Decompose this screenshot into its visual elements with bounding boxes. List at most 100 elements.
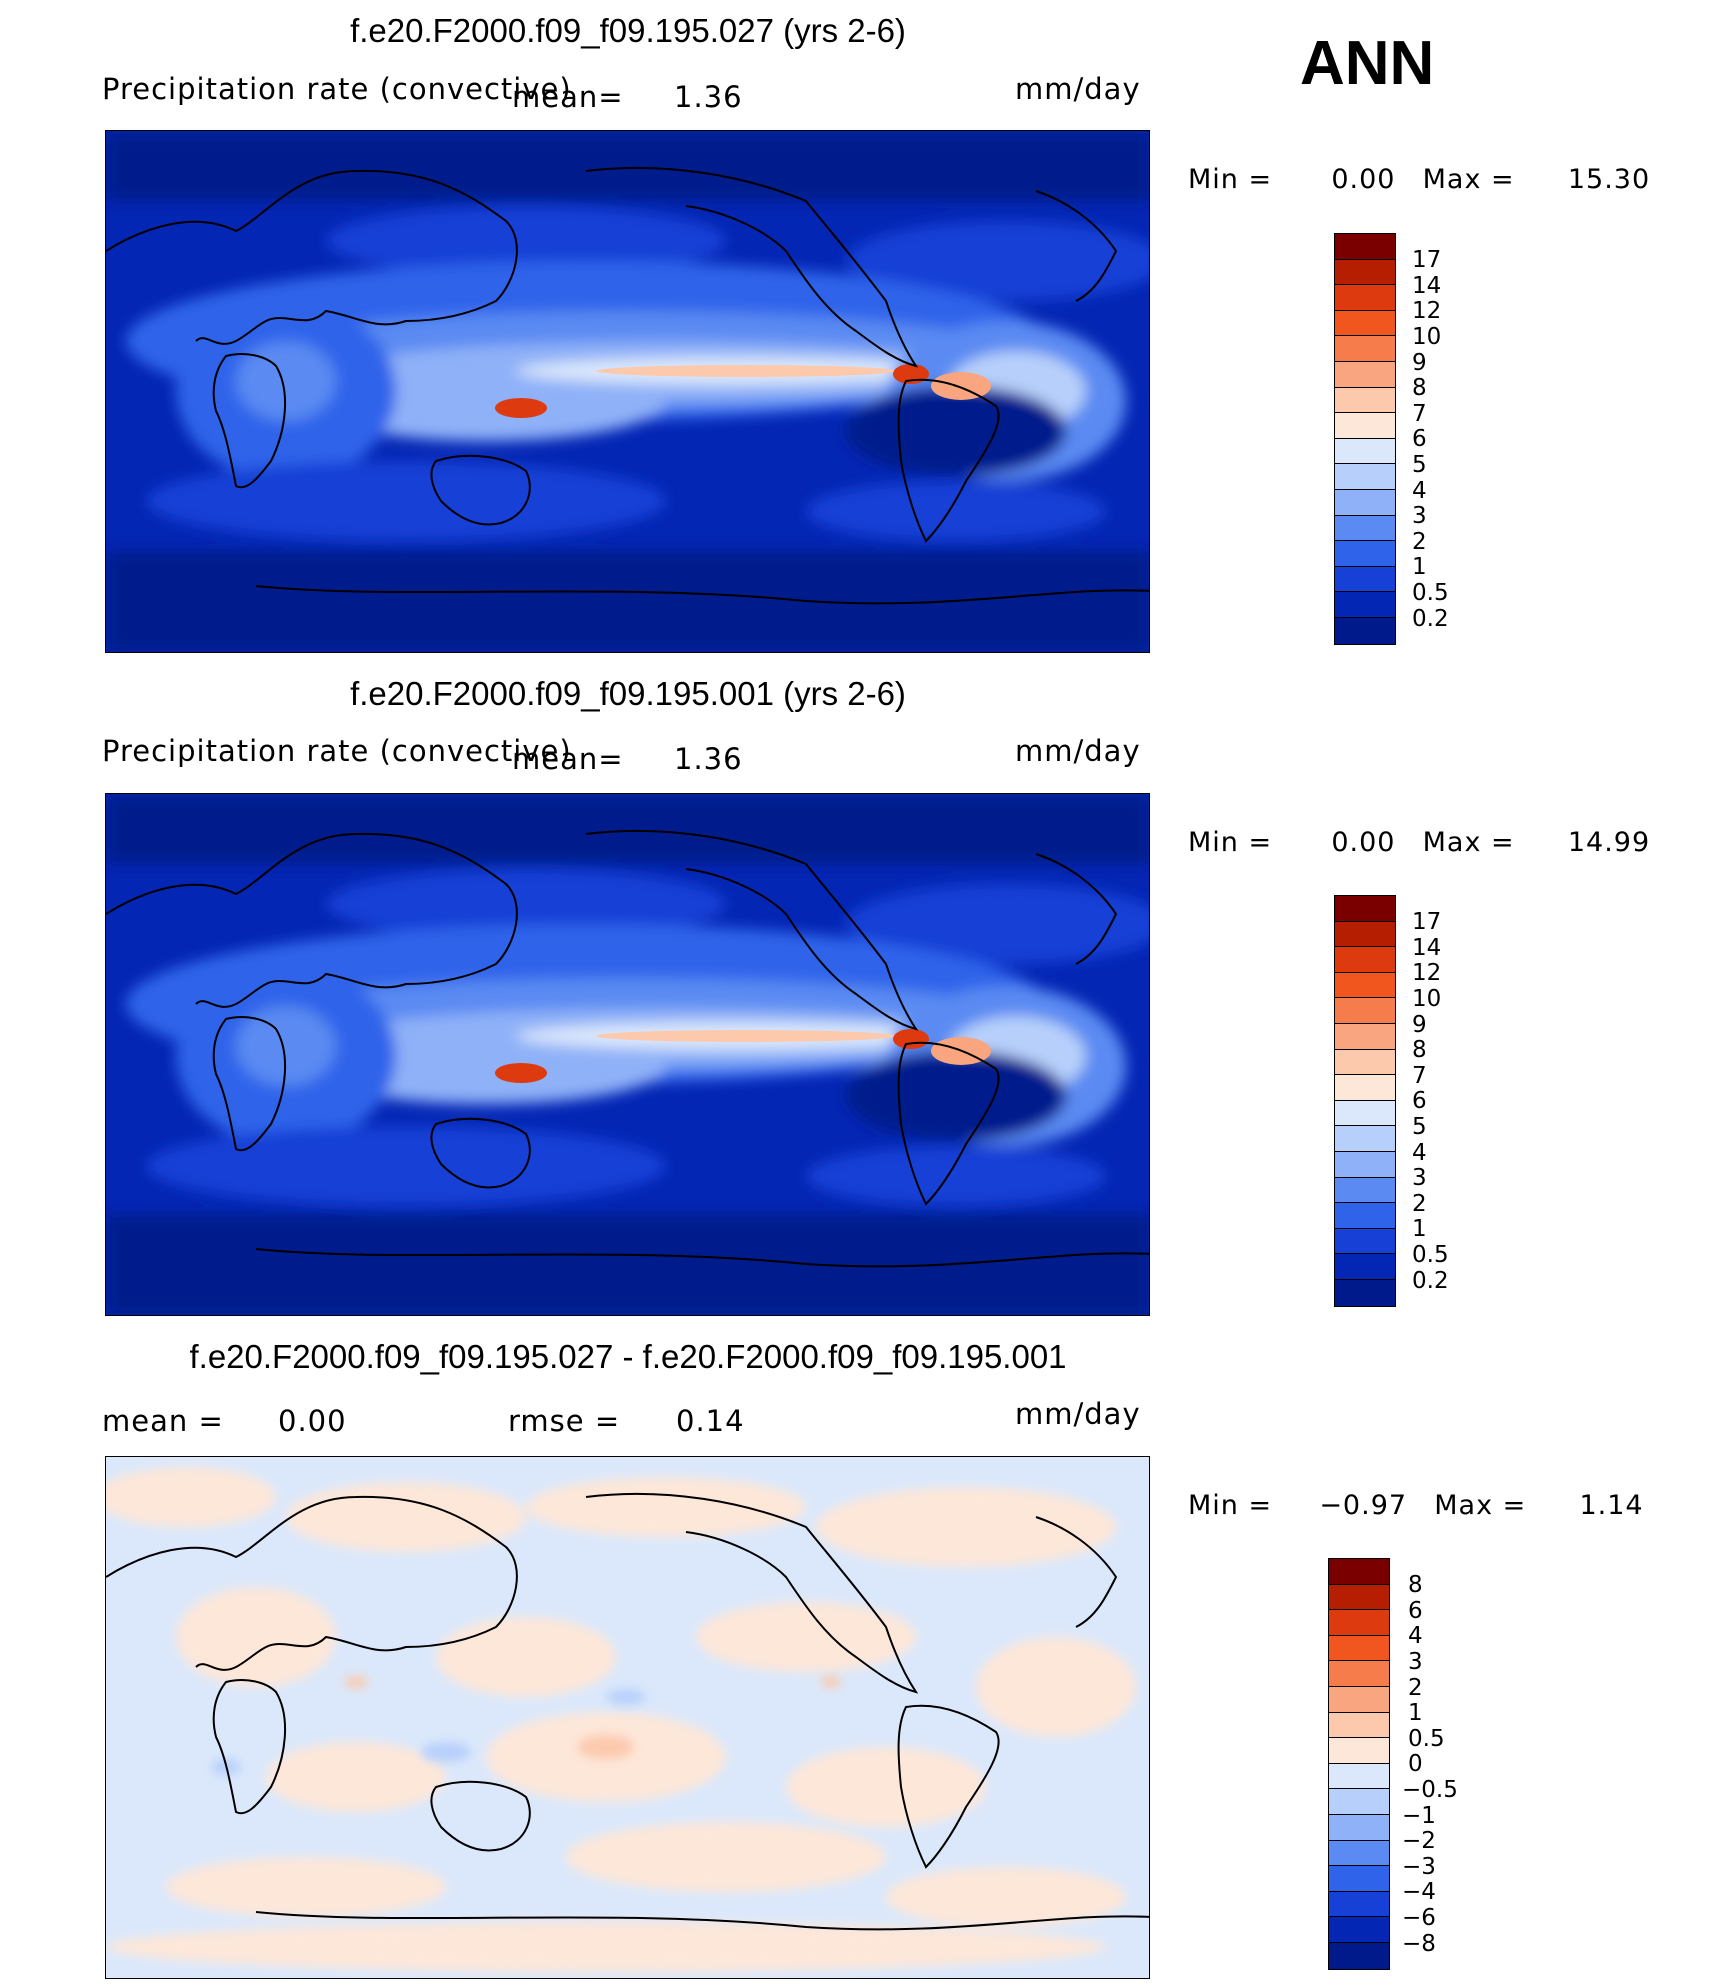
colorbar-tick-label: −0.5 xyxy=(1402,1776,1458,1803)
colorbar-tick-label: 0.5 xyxy=(1408,1725,1445,1752)
colorbar-box xyxy=(1335,1049,1395,1076)
panel-2-mean-value: 1.36 xyxy=(674,742,743,776)
panel-3-max-label: Max = xyxy=(1434,1490,1527,1521)
panel-1-mean-label: mean= xyxy=(512,80,624,114)
colorbar-tick-label: 4 xyxy=(1412,1139,1427,1166)
colorbar-tick-label: 10 xyxy=(1412,323,1442,350)
colorbar-tick-label: −8 xyxy=(1402,1930,1436,1957)
colorbar-tick-label: −6 xyxy=(1402,1904,1436,1931)
panel-3-mean-value: 0.00 xyxy=(278,1404,347,1438)
colorbar-box xyxy=(1335,438,1395,465)
colorbar-box xyxy=(1335,1254,1395,1280)
colorbar-box xyxy=(1335,259,1395,286)
colorbar-box xyxy=(1335,972,1395,999)
colorbar-box xyxy=(1329,1610,1389,1636)
colorbar-box xyxy=(1335,489,1395,516)
colorbar-box xyxy=(1329,1917,1389,1943)
panel-3-rmse-value: 0.14 xyxy=(676,1404,745,1438)
panel-1-colorbar xyxy=(1334,233,1396,645)
panel-3-min-value: −0.97 xyxy=(1319,1490,1408,1521)
panel-1-precip-field xyxy=(106,131,1149,652)
panel-3-minmax: Min = −0.97 Max = 1.14 xyxy=(1188,1490,1644,1521)
panel-2-precip-field xyxy=(106,794,1149,1315)
panel-2-map xyxy=(105,793,1150,1316)
panel-3-rmse-label: rmse = xyxy=(508,1404,621,1438)
colorbar-box xyxy=(1335,464,1395,490)
panel-3-negative-patches xyxy=(211,1689,646,1775)
colorbar-box xyxy=(1335,310,1395,337)
colorbar-box xyxy=(1329,1891,1389,1918)
panel-3-mean-label: mean = xyxy=(102,1404,224,1438)
colorbar-tick-label: 4 xyxy=(1408,1623,1423,1650)
colorbar-tick-label: 0.5 xyxy=(1412,1241,1449,1268)
colorbar-tick-label: 6 xyxy=(1412,426,1427,453)
colorbar-tick-label: 7 xyxy=(1412,1062,1427,1089)
panel-2-title: f.e20.F2000.f09_f09.195.001 (yrs 2-6) xyxy=(350,675,906,712)
panel-1-amazon-max xyxy=(931,372,991,400)
colorbar-tick-label: 9 xyxy=(1412,349,1427,376)
colorbar-tick-label: 14 xyxy=(1412,272,1442,299)
panel-2-min-value: 0.00 xyxy=(1331,827,1396,858)
colorbar-tick-label: 7 xyxy=(1412,400,1427,427)
colorbar-box xyxy=(1329,1789,1389,1815)
colorbar-tick-label: 0.2 xyxy=(1412,605,1449,632)
colorbar-tick-label: 3 xyxy=(1412,1165,1427,1192)
colorbar-tick-label: 10 xyxy=(1412,985,1442,1012)
season-label: ANN xyxy=(1300,29,1435,98)
panel-1-map-svg xyxy=(106,131,1149,652)
colorbar-tick-label: 8 xyxy=(1408,1572,1423,1599)
panel-2-variable: Precipitation rate (convective) xyxy=(102,734,572,768)
colorbar-tick-label: −2 xyxy=(1402,1828,1436,1855)
colorbar-box xyxy=(1335,285,1395,311)
colorbar-tick-label: −4 xyxy=(1402,1879,1436,1906)
colorbar-tick-label: 14 xyxy=(1412,934,1442,961)
colorbar-box xyxy=(1335,566,1395,593)
colorbar-box xyxy=(1335,1100,1395,1127)
panel-2-min-label: Min = xyxy=(1188,827,1273,858)
panel-1-title: f.e20.F2000.f09_f09.195.027 (yrs 2-6) xyxy=(350,12,906,49)
colorbar-box xyxy=(1329,1814,1389,1841)
colorbar-tick-label: 6 xyxy=(1412,1088,1427,1115)
colorbar-box xyxy=(1335,361,1395,388)
colorbar-box xyxy=(1335,592,1395,618)
panel-2-panama-max xyxy=(893,1029,929,1049)
colorbar-box xyxy=(1335,515,1395,542)
colorbar-tick-label: 0.5 xyxy=(1412,579,1449,606)
colorbar-tick-label: 17 xyxy=(1412,909,1442,936)
colorbar-tick-label: 1 xyxy=(1412,554,1427,581)
colorbar-tick-label: 17 xyxy=(1412,247,1442,274)
colorbar-tick-label: 5 xyxy=(1412,1113,1427,1140)
colorbar-box xyxy=(1335,1126,1395,1152)
panel-3-title: f.e20.F2000.f09_f09.195.027 - f.e20.F200… xyxy=(189,1338,1067,1375)
colorbar-tick-label: 0.2 xyxy=(1412,1267,1449,1294)
panel-1-units: mm/day xyxy=(1015,72,1141,106)
colorbar-box xyxy=(1329,1712,1389,1739)
colorbar-box xyxy=(1335,921,1395,948)
panel-2-colorbar xyxy=(1334,895,1396,1307)
colorbar-box xyxy=(1335,234,1395,260)
panel-3-map xyxy=(105,1456,1150,1979)
panel-2-map-svg xyxy=(106,794,1149,1315)
colorbar-box xyxy=(1335,1177,1395,1204)
panel-1-min-value: 0.00 xyxy=(1331,164,1396,195)
colorbar-tick-label: 3 xyxy=(1412,503,1427,530)
colorbar-box xyxy=(1335,1228,1395,1255)
colorbar-box xyxy=(1335,1151,1395,1178)
colorbar-tick-label: 3 xyxy=(1408,1648,1423,1675)
panel-3-min-label: Min = xyxy=(1188,1490,1273,1521)
colorbar-tick-label: 12 xyxy=(1412,960,1442,987)
colorbar-tick-label: −1 xyxy=(1402,1802,1436,1829)
colorbar-tick-label: 2 xyxy=(1408,1674,1423,1701)
colorbar-box xyxy=(1329,1584,1389,1611)
colorbar-tick-label: 6 xyxy=(1408,1597,1423,1624)
panel-3-max-value: 1.14 xyxy=(1579,1490,1644,1521)
colorbar-tick-label: 8 xyxy=(1412,1037,1427,1064)
panel-2-units: mm/day xyxy=(1015,734,1141,768)
panel-1-mean-value: 1.36 xyxy=(674,80,743,114)
panel-1-variable: Precipitation rate (convective) xyxy=(102,72,572,106)
panel-2-new-guinea-max xyxy=(495,1063,547,1083)
colorbar-box xyxy=(1329,1661,1389,1687)
colorbar-tick-label: 1 xyxy=(1408,1700,1423,1727)
colorbar-tick-label: 0 xyxy=(1408,1751,1423,1778)
colorbar-box xyxy=(1329,1840,1389,1867)
